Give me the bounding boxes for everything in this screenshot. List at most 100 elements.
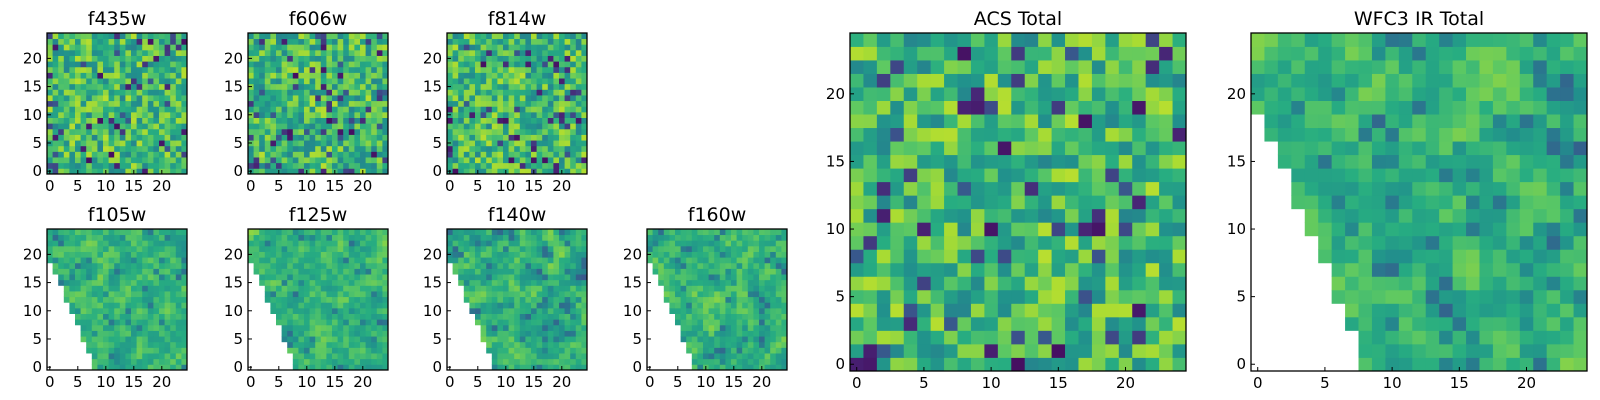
heatmap-cell [1172, 87, 1187, 101]
heatmap-cell [175, 140, 182, 147]
heatmap-cell [1385, 249, 1400, 264]
heatmap-cell [103, 291, 109, 298]
heatmap-cell [69, 78, 76, 85]
heatmap-cell [519, 307, 526, 314]
heatmap-cell [984, 60, 999, 74]
heatmap-cell [503, 33, 509, 40]
heatmap-cell [142, 162, 149, 169]
heatmap-cell [469, 78, 476, 85]
heatmap-cell [542, 240, 549, 247]
heatmap-cell [75, 89, 81, 96]
heatmap-cell [463, 134, 470, 141]
heatmap-cell [147, 313, 154, 320]
heatmap-cell [80, 83, 87, 90]
heatmap-cell [248, 117, 254, 124]
heatmap-cell [519, 106, 526, 113]
heatmap-cell [97, 330, 104, 337]
heatmap-cell [309, 296, 316, 303]
heatmap-cell [970, 276, 985, 291]
heatmap-cell [480, 285, 487, 292]
heatmap-cell [514, 106, 521, 113]
heatmap-cell [890, 289, 905, 304]
heatmap-cell [371, 302, 378, 309]
heatmap-cell [326, 55, 333, 62]
heatmap-cell [770, 313, 777, 320]
heatmap-cell [304, 157, 310, 164]
heatmap-cell [1024, 316, 1039, 331]
heatmap-cell [719, 296, 726, 303]
heatmap-cell [1560, 303, 1574, 318]
heatmap-cell [581, 234, 588, 241]
heatmap-cell [575, 307, 582, 314]
heatmap-cell [1065, 222, 1079, 237]
heatmap-cell [47, 89, 53, 96]
heatmap-cell [136, 257, 143, 264]
heatmap-cell [332, 358, 338, 365]
heatmap-cell [91, 168, 98, 175]
heatmap-cell [125, 123, 132, 130]
heatmap-cell [270, 296, 277, 303]
heatmap-cell [1078, 60, 1093, 74]
heatmap-cell [564, 33, 571, 40]
heatmap-cell [497, 268, 504, 275]
heatmap-cell [1078, 330, 1093, 345]
heatmap-cell [164, 140, 171, 147]
heatmap-cell [136, 274, 143, 281]
heatmap-cell [142, 128, 149, 135]
heatmap-cell [469, 49, 476, 56]
heatmap-cell [147, 234, 154, 241]
heatmap-cell [547, 319, 554, 326]
heatmap-cell [320, 33, 327, 40]
heatmap-cell [97, 157, 104, 164]
heatmap-cell [348, 229, 355, 236]
heatmap-cell [69, 117, 76, 124]
heatmap-cell [917, 222, 932, 237]
heatmap-cell [337, 134, 344, 141]
heatmap-cell [519, 55, 526, 62]
heatmap-cell [542, 95, 549, 102]
heatmap-cell [480, 262, 487, 269]
heatmap-cell [1065, 60, 1079, 74]
heatmap-cell [536, 140, 543, 147]
heatmap-cell [944, 127, 958, 142]
heatmap-cell [1172, 303, 1187, 318]
heatmap-cell [253, 49, 260, 56]
heatmap-cell [86, 229, 93, 236]
heatmap-cell [542, 347, 549, 354]
heatmap-cell [103, 157, 109, 164]
heatmap-cell [270, 72, 277, 79]
heatmap-cell [1506, 276, 1521, 291]
heatmap-cell [142, 134, 149, 141]
heatmap-cell [147, 251, 154, 258]
heatmap-cell [491, 72, 498, 79]
heatmap-cell [86, 162, 93, 169]
heatmap-cell [944, 235, 958, 250]
heatmap-cell [876, 46, 891, 61]
y-tick-label: 15 [826, 152, 845, 170]
heatmap-cell [91, 44, 98, 51]
heatmap-cell [1159, 181, 1173, 196]
heatmap-cell [753, 330, 760, 337]
heatmap-cell [876, 343, 891, 358]
heatmap-cell [103, 358, 109, 365]
heatmap-cell [320, 245, 327, 252]
heatmap-cell [508, 100, 515, 107]
heatmap-cell [531, 358, 537, 365]
heatmap-cell [343, 240, 350, 247]
heatmap-cell [170, 117, 177, 124]
heatmap-cell [131, 336, 137, 343]
heatmap-cell [686, 324, 693, 331]
heatmap-cell [136, 268, 143, 275]
heatmap-cell [747, 279, 754, 286]
heatmap-cell [1105, 262, 1120, 277]
heatmap-cell [691, 330, 698, 337]
heatmap-cell [248, 78, 254, 85]
heatmap-cell [181, 117, 188, 124]
heatmap-cell [253, 157, 260, 164]
heatmap-cell [957, 46, 972, 61]
heatmap-cell [503, 151, 509, 158]
heatmap-cell [686, 336, 693, 343]
heatmap-cell [348, 95, 355, 102]
heatmap-cell [337, 234, 344, 241]
